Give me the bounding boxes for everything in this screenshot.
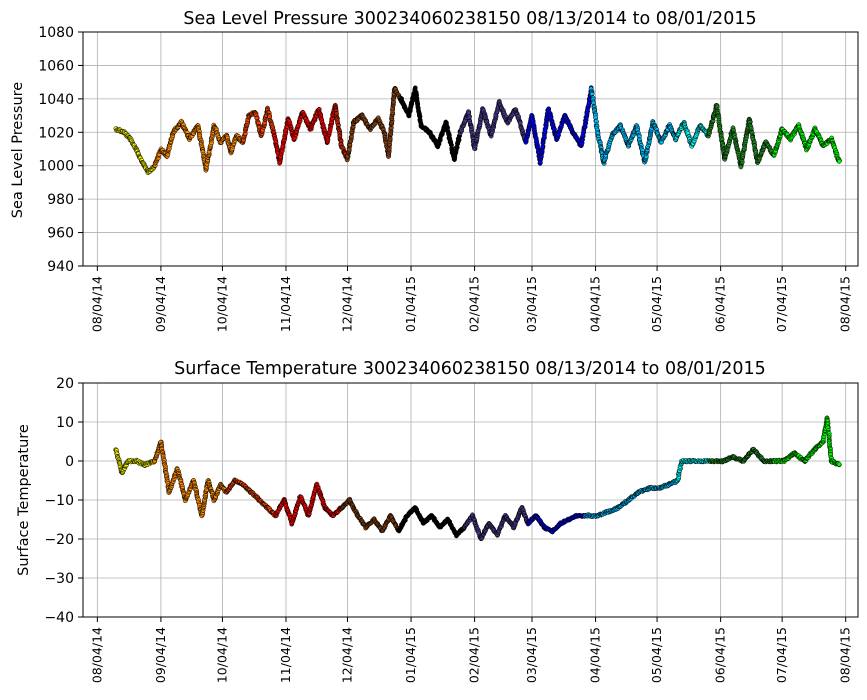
x-tick-label: 02/04/15 [467, 627, 482, 683]
x-tick-label: 07/04/15 [774, 627, 789, 683]
y-tick-label: 1080 [38, 25, 74, 41]
series [271, 102, 338, 166]
series [333, 104, 350, 162]
y-axis-label: Sea Level Pressure [10, 82, 26, 218]
y-tick-label: 980 [47, 192, 74, 208]
x-tick-label: 04/04/15 [588, 276, 603, 332]
y-tick-label: 960 [47, 226, 74, 242]
x-tick-label: 12/04/14 [339, 276, 354, 332]
chart-title: Surface Temperature 300234060238150 08/1… [174, 359, 766, 379]
x-tick-label: 11/04/14 [278, 627, 293, 683]
x-tick-label: 03/04/15 [524, 627, 539, 683]
x-tick-label: 12/04/14 [339, 627, 354, 683]
series [240, 105, 276, 144]
x-tick-label: 01/04/15 [403, 276, 418, 332]
x-tick-label: 06/04/15 [713, 276, 728, 332]
x-tick-label: 09/04/14 [153, 627, 168, 683]
sea-level-pressure-chart: Sea Level Pressure 300234060238150 08/13… [10, 9, 859, 332]
x-tick-label: 09/04/14 [153, 276, 168, 332]
x-ticks: 08/04/14 09/04/14 10/04/14 11/04/14 12/04/14… [89, 617, 853, 683]
series [523, 85, 594, 166]
data-point [836, 159, 842, 164]
chart-title: Sea Level Pressure 300234060238150 08/13… [183, 9, 756, 29]
series [707, 446, 776, 465]
y-tick-label: 1040 [38, 92, 74, 108]
x-tick-label: 01/04/15 [403, 627, 418, 683]
x-tick-label: 08/04/14 [89, 276, 104, 332]
data-series [113, 85, 842, 176]
x-tick-label: 04/04/15 [588, 627, 603, 683]
y-tick-label: −20 [44, 532, 74, 548]
series [582, 477, 680, 519]
series [152, 439, 230, 519]
y-ticks: 940 960 980 1000 1020 1040 1060 1080 [38, 25, 83, 275]
series [223, 477, 278, 519]
x-ticks: 08/04/14 09/04/14 10/04/14 11/04/14 12/04/14… [89, 266, 853, 332]
x-tick-label: 02/04/15 [467, 276, 482, 332]
x-tick-label: 06/04/15 [713, 627, 728, 683]
x-tick-label: 05/04/15 [649, 276, 664, 332]
y-tick-label: 1020 [38, 125, 74, 141]
y-tick-label: 1000 [38, 159, 74, 175]
series [113, 126, 157, 176]
y-tick-label: 940 [47, 259, 74, 275]
series [525, 512, 588, 535]
data-point [836, 461, 842, 467]
x-tick-label: 05/04/15 [649, 627, 664, 683]
series [673, 119, 711, 149]
series [396, 505, 467, 539]
series [674, 457, 714, 483]
x-tick-label: 08/04/14 [89, 627, 104, 683]
series [398, 85, 463, 162]
x-tick-label: 03/04/15 [524, 276, 539, 332]
y-tick-label: 20 [56, 376, 74, 392]
series [273, 481, 344, 527]
x-tick-label: 10/04/14 [214, 276, 229, 332]
y-ticks: −40 −30 −20 −10 0 10 20 [44, 376, 83, 626]
series [461, 504, 531, 542]
y-tick-label: −40 [44, 610, 74, 626]
y-tick-label: 10 [56, 415, 74, 431]
series [344, 85, 403, 163]
y-tick-label: 1060 [38, 58, 74, 74]
y-axis-label: Surface Temperature [16, 424, 32, 576]
y-tick-label: −10 [44, 493, 74, 509]
series [152, 118, 246, 173]
x-tick-label: 10/04/14 [214, 627, 229, 683]
series [339, 496, 402, 534]
surface-temperature-chart: Surface Temperature 300234060238150 08/1… [16, 359, 859, 683]
x-tick-label: 08/04/15 [838, 627, 853, 683]
series [706, 103, 777, 170]
y-tick-label: −30 [44, 571, 74, 587]
series [113, 447, 157, 476]
x-tick-label: 11/04/14 [278, 276, 293, 332]
y-tick-label: 0 [65, 454, 74, 470]
series [457, 99, 529, 152]
x-tick-label: 07/04/15 [774, 276, 789, 332]
x-tick-label: 08/04/15 [838, 276, 853, 332]
